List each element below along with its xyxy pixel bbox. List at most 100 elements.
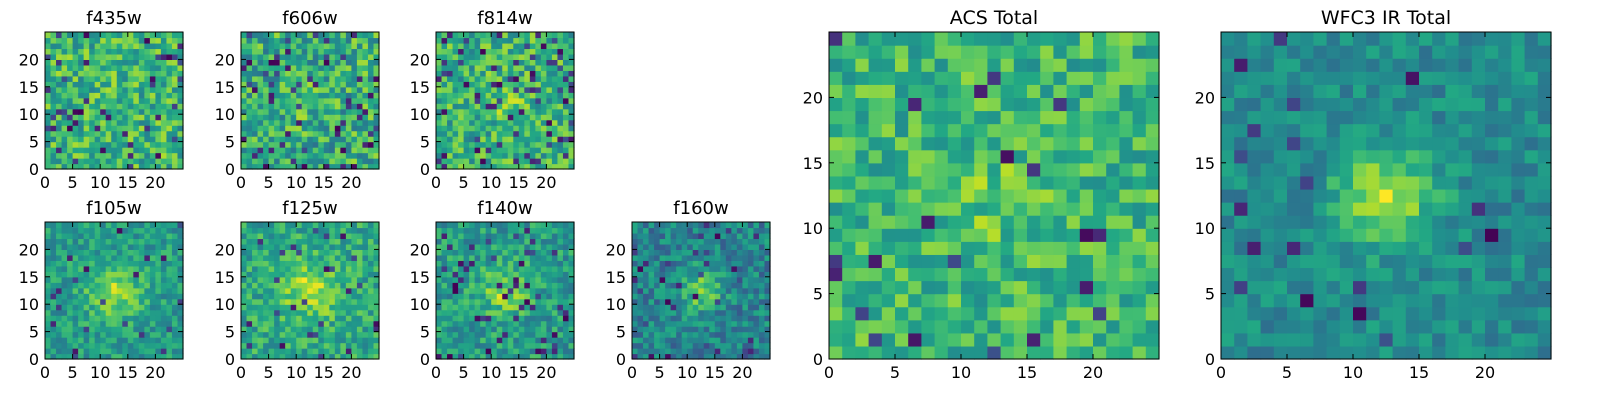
heatmap-cell [1079, 215, 1094, 229]
heatmap-cell [89, 276, 96, 283]
heatmap-cell [50, 147, 57, 154]
heatmap-cell [485, 119, 492, 126]
heatmap-cell [274, 348, 281, 355]
heatmap-cell [160, 315, 168, 322]
heatmap-cell [67, 243, 74, 250]
heatmap-cell [177, 48, 184, 55]
heatmap-cell [318, 260, 325, 267]
heatmap-cell [1119, 188, 1134, 203]
heatmap-cell [855, 345, 870, 360]
heatmap-cell [632, 249, 639, 256]
heatmap-cell [105, 309, 112, 316]
heatmap-cell [518, 152, 525, 159]
heatmap-cell [61, 293, 68, 300]
heatmap-cell [670, 287, 677, 294]
heatmap-cell [687, 353, 694, 360]
heatmap-cell [1079, 319, 1094, 334]
heatmap-cell [441, 141, 448, 148]
heatmap-cell [177, 331, 184, 338]
heatmap-cell [340, 108, 347, 115]
heatmap-cell [725, 227, 732, 234]
heatmap-cell [491, 92, 498, 99]
x-tick-label: 20 [536, 173, 556, 192]
heatmap-cell [447, 271, 454, 278]
heatmap-cell [518, 331, 525, 338]
heatmap-cell [491, 282, 498, 289]
heatmap-cell [246, 348, 253, 355]
heatmap-cell [279, 243, 286, 250]
heatmap-cell [961, 280, 975, 295]
heatmap-cell [469, 152, 476, 159]
heatmap-cell [166, 152, 173, 159]
heatmap-cell [356, 331, 364, 338]
heatmap-cell [934, 319, 949, 334]
heatmap-cell [246, 249, 253, 256]
heatmap-cell [742, 353, 749, 360]
heatmap-cell [56, 92, 63, 99]
heatmap-cell [436, 271, 443, 278]
heatmap-cell [373, 315, 380, 322]
heatmap-cell [676, 342, 683, 349]
heatmap-cell [535, 342, 542, 349]
heatmap-cell [78, 64, 85, 71]
heatmap-cell [676, 353, 683, 360]
heatmap-cell [670, 315, 677, 322]
heatmap-cell [747, 254, 755, 261]
heatmap-cell [529, 265, 536, 272]
heatmap-cell [89, 97, 96, 104]
heatmap-cell [1093, 345, 1107, 360]
heatmap-cell [557, 265, 564, 272]
heatmap-cell [551, 326, 559, 333]
heatmap-cell [285, 282, 292, 289]
heatmap-cell [562, 309, 570, 316]
heatmap-cell [45, 337, 52, 344]
heatmap-cell [307, 326, 314, 333]
heatmap-cell [546, 158, 553, 165]
heatmap-cell [480, 75, 487, 82]
heatmap-cell [1145, 188, 1160, 203]
heatmap-cell [72, 32, 79, 39]
heatmap-cell [177, 130, 184, 137]
heatmap-cell [1013, 280, 1028, 295]
heatmap-cell [714, 254, 721, 261]
heatmap-cell [263, 342, 270, 349]
heatmap-cell [502, 320, 509, 327]
heatmap-cell [246, 53, 253, 60]
heatmap-cell [535, 260, 542, 267]
heatmap-cell [665, 254, 672, 261]
heatmap-cell [1145, 228, 1160, 242]
heatmap-cell [127, 287, 134, 294]
heatmap-cell [535, 158, 542, 165]
heatmap-cell [502, 298, 509, 305]
heatmap-cell [714, 222, 721, 229]
heatmap-cell [480, 304, 487, 311]
heatmap-cell [356, 320, 364, 327]
heatmap-cell [67, 119, 74, 126]
heatmap-cell [703, 254, 710, 261]
heatmap-cell [736, 348, 743, 355]
heatmap-cell [1013, 162, 1028, 177]
heatmap-cell [731, 276, 738, 283]
heatmap-cell [345, 249, 352, 256]
heatmap-cell [89, 163, 96, 170]
heatmap-cell [908, 202, 922, 216]
heatmap-cell [703, 265, 710, 272]
heatmap-cell [681, 309, 688, 316]
heatmap-cell [540, 114, 547, 121]
heatmap-cell [61, 53, 68, 60]
heatmap-cell [562, 282, 570, 289]
heatmap-cell [474, 108, 481, 115]
heatmap-cell [345, 48, 352, 55]
heatmap-cell [351, 92, 358, 99]
y-tick-label: 20 [410, 50, 430, 69]
heatmap-cell [367, 276, 375, 283]
heatmap-cell [345, 243, 352, 250]
heatmap-cell [290, 130, 297, 137]
heatmap-cell [736, 243, 743, 250]
heatmap-cell [296, 348, 303, 355]
heatmap-cell [367, 342, 375, 349]
heatmap-cell [138, 53, 145, 60]
heatmap-cell [753, 293, 760, 300]
heatmap-cell [334, 353, 341, 360]
heatmap-cell [485, 81, 492, 88]
